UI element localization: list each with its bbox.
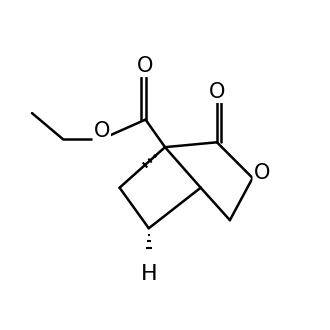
Text: O: O [253,163,270,183]
Text: O: O [209,82,225,102]
Text: O: O [137,56,154,76]
Text: H: H [141,264,157,284]
Text: O: O [93,121,110,141]
